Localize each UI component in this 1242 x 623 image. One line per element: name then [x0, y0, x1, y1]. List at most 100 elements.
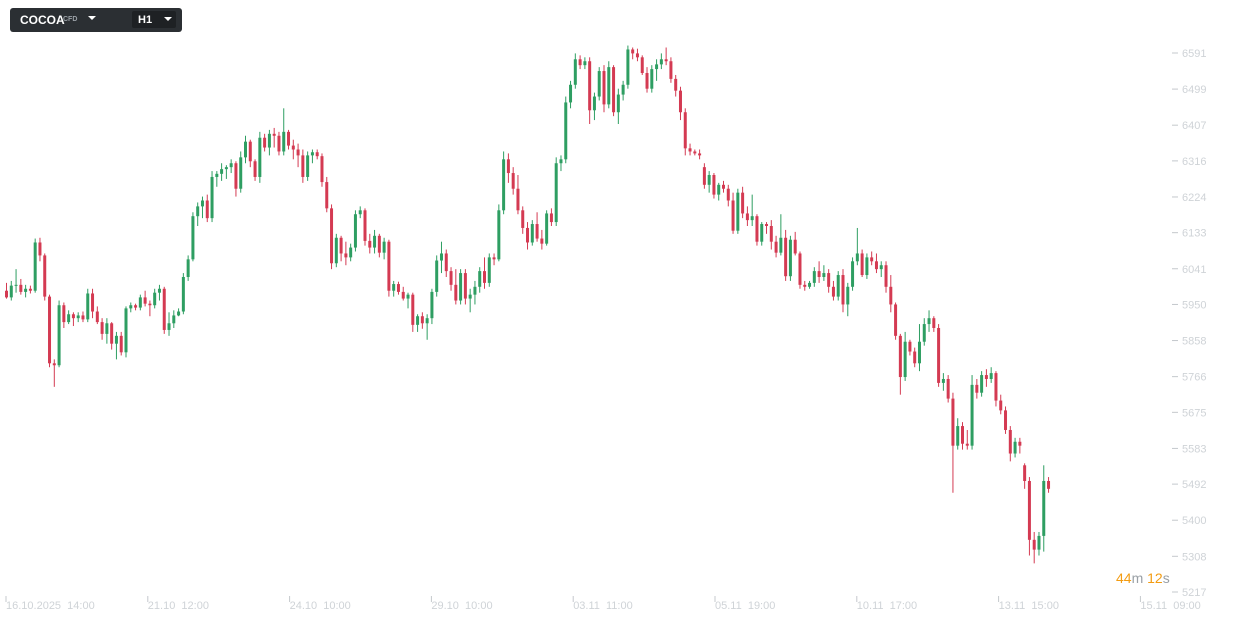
candle — [564, 96, 568, 164]
candle — [855, 227, 859, 266]
candle — [105, 318, 109, 344]
candle — [492, 253, 496, 266]
candle — [196, 202, 200, 226]
candle-body — [358, 210, 362, 215]
candle — [903, 331, 907, 381]
candle — [917, 324, 921, 372]
candle — [234, 161, 238, 197]
candle-body — [1023, 465, 1027, 481]
candle — [353, 210, 357, 252]
candle-body — [110, 323, 114, 344]
candle-body — [172, 315, 176, 324]
candle-body — [186, 259, 190, 277]
candle — [291, 139, 295, 160]
candle-countdown: 44m 12s — [1116, 570, 1170, 586]
candle-body — [841, 275, 845, 305]
price-tick-label: 5308 — [1182, 551, 1206, 563]
candle — [468, 288, 472, 313]
candle-body — [148, 303, 152, 306]
symbol-name[interactable]: COCOA — [20, 13, 65, 27]
candle-body — [325, 182, 329, 209]
candle-body — [989, 373, 993, 379]
candle — [645, 67, 649, 93]
candle-body — [669, 61, 673, 79]
candle — [62, 302, 66, 328]
candle — [358, 206, 362, 219]
candle — [741, 186, 745, 219]
candle — [784, 229, 788, 281]
candle — [946, 375, 950, 403]
price-tick-label: 5858 — [1182, 336, 1206, 348]
candle — [425, 314, 429, 340]
candle — [377, 233, 381, 258]
candle — [961, 422, 964, 450]
candle-body — [645, 73, 649, 89]
candle — [937, 324, 941, 387]
candle-body — [1037, 535, 1041, 550]
candle — [478, 267, 482, 293]
candle — [693, 149, 697, 156]
candle — [9, 280, 13, 301]
time-tick-label: 16.10.2025 14:00 — [6, 600, 95, 612]
candle-body — [745, 213, 749, 221]
candle-body — [416, 316, 420, 325]
candle-body — [52, 363, 56, 366]
candle-body — [406, 294, 410, 299]
candle — [1037, 531, 1041, 556]
candle — [57, 300, 61, 368]
candle — [224, 165, 228, 179]
candle — [138, 294, 142, 311]
candle-body — [812, 271, 816, 283]
candle-body — [177, 311, 181, 316]
candles-layer — [5, 45, 1051, 564]
candle — [368, 233, 372, 254]
price-tick-label: 5217 — [1182, 587, 1206, 599]
timeframe-dropdown-icon[interactable] — [164, 17, 172, 21]
candle-body — [48, 296, 52, 364]
candle — [463, 269, 467, 305]
time-tick-label: 10.11 17:00 — [857, 600, 917, 612]
candle — [306, 151, 310, 181]
candle — [745, 206, 749, 226]
candle-body — [597, 71, 601, 97]
candle — [516, 175, 520, 215]
candle-body — [530, 224, 534, 243]
candle-body — [478, 271, 482, 287]
timeframe-selector[interactable]: H1 — [132, 11, 176, 28]
candle — [569, 80, 573, 109]
candle — [956, 418, 960, 450]
candle — [33, 238, 37, 293]
symbol-dropdown-icon[interactable] — [88, 16, 96, 20]
candle — [487, 253, 491, 287]
candle — [177, 308, 181, 317]
candle — [420, 312, 424, 329]
candle-body — [306, 155, 310, 177]
candle-body — [798, 253, 802, 285]
candle-body — [425, 318, 429, 324]
candle — [554, 157, 558, 226]
candle — [798, 251, 802, 289]
candle-body — [540, 238, 544, 244]
countdown-second-unit: s — [1162, 570, 1170, 586]
candle-body — [961, 426, 964, 444]
candle-body — [994, 373, 998, 401]
candle — [229, 159, 233, 174]
candle-body — [937, 327, 941, 383]
candle — [363, 208, 367, 246]
candle-body — [9, 285, 13, 298]
candle — [181, 273, 185, 315]
candle-body — [779, 237, 783, 253]
candle — [263, 133, 267, 152]
candle — [922, 318, 926, 346]
time-tick-label: 24.10 10:00 — [290, 600, 351, 612]
candle — [999, 394, 1003, 415]
candle-body — [143, 297, 147, 304]
candle-body — [693, 151, 697, 154]
candle-body — [702, 167, 706, 185]
time-tick-label: 13.11 15:00 — [999, 600, 1059, 612]
candle-body — [793, 239, 797, 254]
candle-body — [57, 305, 61, 366]
candle — [411, 292, 415, 332]
candle-body — [483, 271, 486, 283]
